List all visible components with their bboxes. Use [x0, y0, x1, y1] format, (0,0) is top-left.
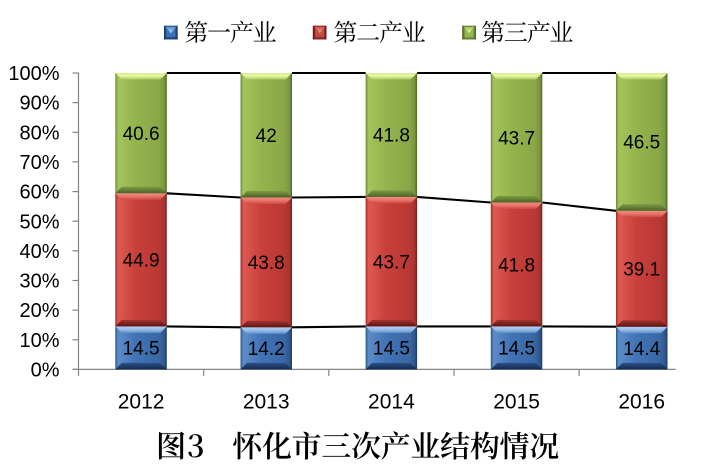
svg-text:39.1: 39.1: [623, 260, 660, 281]
svg-text:80%: 80%: [19, 122, 59, 144]
svg-text:2016: 2016: [618, 391, 665, 414]
svg-text:46.5: 46.5: [623, 133, 660, 154]
svg-text:2015: 2015: [493, 391, 540, 414]
svg-text:41.8: 41.8: [373, 126, 410, 147]
svg-text:43.7: 43.7: [498, 129, 535, 150]
svg-text:2012: 2012: [118, 391, 165, 414]
svg-text:90%: 90%: [19, 93, 59, 115]
svg-text:40.6: 40.6: [123, 124, 160, 145]
svg-text:41.8: 41.8: [498, 255, 535, 276]
svg-text:43.7: 43.7: [373, 253, 410, 274]
svg-text:50%: 50%: [19, 211, 59, 233]
svg-text:14.5: 14.5: [123, 339, 160, 360]
svg-text:2014: 2014: [368, 391, 415, 414]
svg-text:40%: 40%: [19, 241, 59, 263]
svg-text:0%: 0%: [31, 360, 60, 382]
svg-text:44.9: 44.9: [123, 251, 160, 272]
svg-text:14.5: 14.5: [373, 339, 410, 360]
svg-text:60%: 60%: [19, 182, 59, 204]
svg-text:42: 42: [256, 126, 277, 147]
svg-text:70%: 70%: [19, 152, 59, 174]
svg-text:14.5: 14.5: [498, 339, 535, 360]
svg-text:14.2: 14.2: [248, 339, 285, 360]
svg-text:10%: 10%: [19, 330, 59, 352]
svg-text:20%: 20%: [19, 300, 59, 322]
svg-text:43.8: 43.8: [248, 253, 285, 274]
svg-text:100%: 100%: [8, 63, 59, 85]
svg-text:30%: 30%: [19, 271, 59, 293]
svg-text:2013: 2013: [243, 391, 290, 414]
svg-text:14.4: 14.4: [623, 339, 660, 360]
